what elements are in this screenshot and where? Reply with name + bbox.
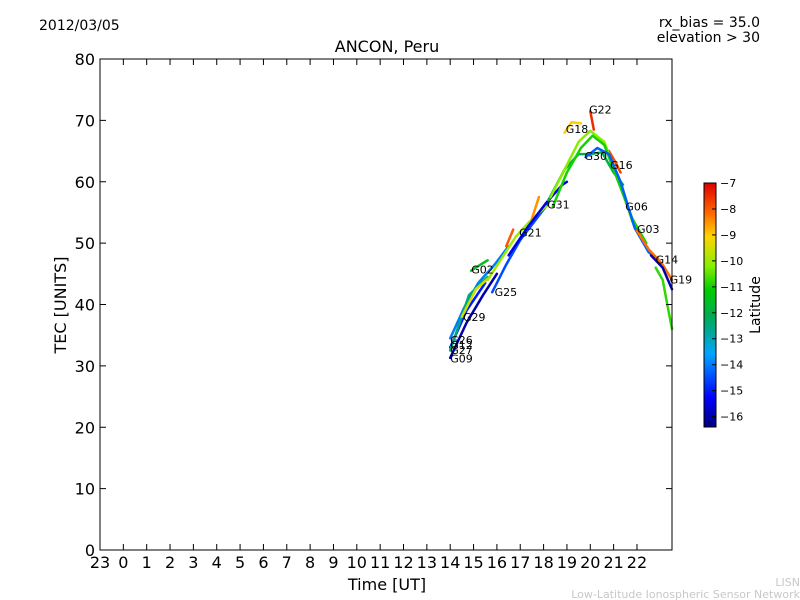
x-tick-label: 1 <box>142 553 152 572</box>
series-line-g18 <box>563 120 583 134</box>
y-tick-label: 20 <box>75 418 95 437</box>
x-tick-label: 11 <box>370 553 390 572</box>
satellite-label-g21: G21 <box>519 227 542 240</box>
satellite-label-g16: G16 <box>610 159 633 172</box>
satellite-label-g18: G18 <box>566 123 589 136</box>
y-tick-label: 80 <box>75 50 95 69</box>
satellite-label-g26: G26 <box>450 334 473 347</box>
y-tick-label: 40 <box>75 296 95 315</box>
x-tick-label: 5 <box>235 553 245 572</box>
series-line-g21b <box>504 228 515 248</box>
x-tick-label: 2 <box>165 553 175 572</box>
y-tick-label: 10 <box>75 480 95 499</box>
satellite-label-g30: G30 <box>584 150 607 163</box>
colorbar-tick-label: −15 <box>720 385 743 398</box>
satellite-label-g02: G02 <box>471 264 494 277</box>
y-axis-label: TEC [UNITS] <box>51 257 70 355</box>
series-line-g19 <box>635 229 674 282</box>
x-tick-label: 10 <box>347 553 367 572</box>
satellite-label-g19: G19 <box>670 273 693 286</box>
x-tick-label: 22 <box>627 553 647 572</box>
chart-title: ANCON, Peru <box>335 37 439 56</box>
series-line-g14 <box>584 146 660 260</box>
series-line-g31 <box>507 180 569 257</box>
x-tick-label: 15 <box>463 553 483 572</box>
satellite-label-g27: G27 <box>450 344 473 357</box>
series-line-g29 <box>460 275 492 319</box>
y-tick-label: 30 <box>75 357 95 376</box>
satellite-label-g25: G25 <box>495 286 518 299</box>
colorbar-ticks: −7 −8 −9 −10 −11 −12 −13 −14 −15 −16 <box>712 177 743 424</box>
x-tick-label: 12 <box>393 553 413 572</box>
colorbar-tick-label: −11 <box>720 281 743 294</box>
axis-ticks: 23 0 1 2 3 4 5 6 7 8 9 10 11 12 13 14 15 16 17 18 19 20 21 2201… <box>75 50 672 572</box>
y-tick-label: 50 <box>75 234 95 253</box>
satellite-label-g06: G06 <box>625 200 648 213</box>
series-lines <box>448 109 674 360</box>
satellite-label-g14: G14 <box>656 254 679 267</box>
x-tick-label: 8 <box>305 553 315 572</box>
x-tick-label: 14 <box>440 553 460 572</box>
date-label: 2012/03/05 <box>39 18 120 34</box>
x-tick-label: 4 <box>212 553 222 572</box>
satellite-label-g31: G31 <box>547 198 570 211</box>
series-line-g21c <box>530 195 541 220</box>
x-tick-label: 18 <box>533 553 553 572</box>
colorbar-tick-label: −14 <box>720 359 743 372</box>
x-tick-label: 16 <box>487 553 507 572</box>
colorbar-tick-label: −16 <box>720 411 743 424</box>
x-axis-label: Time [UT] <box>347 575 426 594</box>
colorbar-tick-label: −7 <box>720 177 736 190</box>
colorbar <box>703 182 717 428</box>
series-line-g22 <box>589 109 596 131</box>
satellite-label-g29: G29 <box>463 311 486 324</box>
footer-org: LISN <box>775 576 800 589</box>
y-tick-label: 0 <box>85 541 95 560</box>
plot-area <box>100 59 672 550</box>
series-line-g19c <box>654 266 674 331</box>
colorbar-tick-label: −8 <box>720 203 736 216</box>
colorbar-label: Latitude <box>748 276 764 334</box>
x-tick-label: 17 <box>510 553 530 572</box>
rx-bias-label: rx_bias = 35.0 <box>659 15 760 31</box>
x-tick-label: 3 <box>188 553 198 572</box>
elevation-label: elevation > 30 <box>657 30 760 46</box>
series-line-g16 <box>607 149 622 174</box>
colorbar-tick-label: −12 <box>720 307 743 320</box>
colorbar-tick-label: −9 <box>720 229 736 242</box>
x-tick-label: 9 <box>328 553 338 572</box>
series-line-g09 <box>448 272 499 360</box>
footer-network: Low-Latitude Ionospheric Sensor Network <box>571 588 800 600</box>
satellite-label-g22: G22 <box>589 103 612 116</box>
satellite-label-g09: G09 <box>450 353 473 366</box>
x-tick-label: 7 <box>282 553 292 572</box>
series-line-g19b <box>649 254 674 291</box>
satellite-label-g12: G12 <box>450 339 473 352</box>
colorbar-tick-label: −13 <box>720 333 743 346</box>
series-line-g26 <box>448 244 510 340</box>
x-tick-label: 21 <box>603 553 623 572</box>
x-tick-label: 13 <box>417 553 437 572</box>
x-tick-label: 23 <box>90 553 110 572</box>
x-tick-label: 19 <box>557 553 577 572</box>
y-tick-label: 60 <box>75 173 95 192</box>
satellite-label-g03: G03 <box>637 223 660 236</box>
x-tick-label: 6 <box>258 553 268 572</box>
x-tick-label: 0 <box>118 553 128 572</box>
colorbar-tick-label: −10 <box>720 255 743 268</box>
series-line-g02 <box>469 259 489 272</box>
y-tick-label: 70 <box>75 111 95 130</box>
x-tick-label: 20 <box>580 553 600 572</box>
